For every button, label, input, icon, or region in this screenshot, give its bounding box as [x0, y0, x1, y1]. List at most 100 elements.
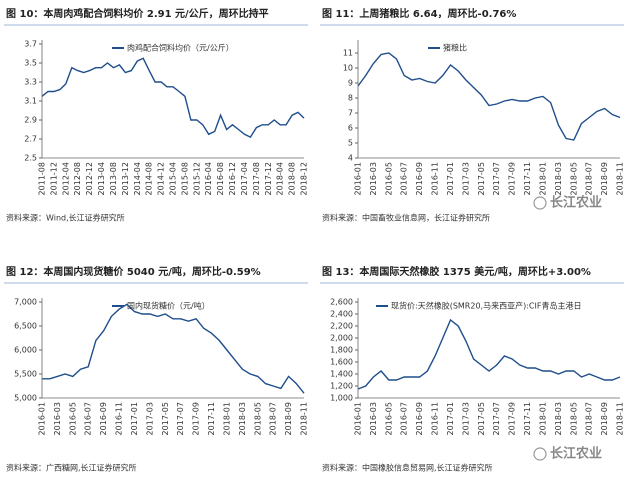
data-line [42, 303, 305, 394]
x-tick-label: 2017-03 [461, 402, 470, 435]
y-tick-label: 6,500 [14, 322, 37, 331]
legend-label: 现货价:天然橡胶(SMR20,马来西亚产):CIF青岛主港日 [391, 301, 581, 311]
x-tick-label: 2013-04 [97, 162, 106, 195]
chart-title: 图 12：本周国内现货糖价 5040 元/吨，周环比-0.59% [6, 265, 261, 278]
x-tick-label: 2016-05 [384, 402, 393, 435]
x-tick-label: 2018-01 [222, 402, 231, 435]
x-tick-label: 2018-03 [554, 402, 563, 435]
x-tick-label: 2018-05 [569, 402, 578, 435]
y-tick-label: 7 [348, 109, 353, 118]
x-tick-label: 2018-07 [585, 402, 594, 435]
y-tick-label: 1,800 [330, 346, 353, 355]
legend-label: 猪粮比 [443, 43, 467, 53]
y-tick-label: 1,400 [330, 370, 353, 379]
y-tick-label: 1,200 [330, 382, 353, 391]
x-tick-label: 2016-11 [115, 402, 124, 435]
x-tick-label: 2018-03 [554, 162, 563, 195]
chart-title: 图 11：上周猪粮比 6.64，周环比-0.76% [322, 7, 516, 20]
x-tick-label: 2016-05 [384, 162, 393, 195]
watermark: 长江农业 [550, 446, 602, 462]
x-tick-label: 2017-01 [446, 162, 455, 195]
x-tick-label: 2018-05 [253, 402, 262, 435]
y-tick-label: 10 [343, 64, 353, 73]
y-tick-label: 8 [348, 94, 353, 103]
x-tick-label: 2016-03 [369, 162, 378, 195]
x-tick-label: 2012-12 [85, 162, 94, 195]
source-note: 资料来源：Wind,长江证券研究所 [6, 213, 125, 223]
x-tick-label: 2015-04 [169, 162, 178, 195]
x-tick-label: 2018-09 [600, 162, 609, 195]
y-tick-label: 11 [343, 49, 353, 58]
x-tick-label: 2014-08 [145, 162, 154, 195]
x-tick-label: 2016-03 [369, 402, 378, 435]
y-tick-label: 6 [348, 124, 353, 133]
legend-label: 肉鸡配合饲料均价（元/公斤） [127, 43, 234, 53]
x-tick-label: 2016-01 [354, 162, 363, 195]
y-tick-label: 5,500 [14, 370, 37, 379]
x-tick-label: 2017-05 [477, 402, 486, 435]
x-tick-label: 2017-12 [264, 162, 273, 195]
y-tick-label: 3.5 [24, 59, 37, 68]
data-line [357, 318, 621, 390]
y-tick-label: 2,200 [330, 322, 353, 331]
y-tick-label: 2.9 [24, 116, 37, 125]
x-tick-label: 2016-09 [415, 402, 424, 435]
x-tick-label: 2016-05 [68, 402, 77, 435]
source-note: 资料来源：中国畜牧业信息网，长江证券研究所 [322, 213, 490, 223]
x-tick-label: 2017-03 [461, 162, 470, 195]
x-tick-label: 2017-09 [508, 162, 517, 195]
y-tick-label: 2,600 [330, 298, 353, 307]
x-tick-label: 2017-07 [492, 402, 501, 435]
source-note: 资料来源：中国橡胶信息贸易网,长江证券研究所 [322, 463, 493, 473]
y-tick-label: 7,000 [14, 298, 37, 307]
data-line [357, 52, 621, 141]
chart-title: 图 13：本周国际天然橡胶 1375 美元/吨，周环比+3.00% [322, 265, 591, 278]
x-tick-label: 2015-08 [180, 162, 189, 195]
x-tick-label: 2016-07 [84, 402, 93, 435]
x-tick-label: 2018-04 [276, 162, 285, 195]
x-tick-label: 2015-12 [192, 162, 201, 195]
x-tick-label: 2017-04 [240, 162, 249, 195]
y-tick-label: 3.3 [24, 78, 37, 87]
x-tick-label: 2017-07 [492, 162, 501, 195]
x-tick-label: 2018-08 [288, 162, 297, 195]
x-tick-label: 2016-01 [38, 402, 47, 435]
x-tick-label: 2017-09 [192, 402, 201, 435]
x-tick-label: 2017-05 [477, 162, 486, 195]
x-tick-label: 2011-08 [38, 162, 47, 195]
y-tick-label: 2.7 [24, 135, 37, 144]
x-tick-label: 2017-05 [161, 402, 170, 435]
data-line [41, 57, 305, 138]
x-tick-label: 2017-11 [523, 162, 532, 195]
x-tick-label: 2013-12 [121, 162, 130, 195]
x-tick-label: 2017-09 [508, 402, 517, 435]
x-tick-label: 2012-08 [73, 162, 82, 195]
y-tick-label: 2.5 [24, 154, 37, 163]
x-tick-label: 2018-07 [269, 402, 278, 435]
y-tick-label: 4 [348, 154, 353, 163]
source-note: 资料来源：广西糖网,长江证券研究所 [6, 463, 137, 473]
y-tick-label: 3.1 [24, 97, 37, 106]
y-tick-label: 5 [348, 139, 353, 148]
x-tick-label: 2016-04 [204, 162, 213, 195]
x-tick-label: 2012-04 [61, 162, 70, 195]
x-tick-label: 2016-08 [216, 162, 225, 195]
x-tick-label: 2017-07 [176, 402, 185, 435]
x-tick-label: 2016-09 [99, 402, 108, 435]
x-tick-label: 2017-08 [252, 162, 261, 195]
y-tick-label: 6,000 [14, 346, 37, 355]
x-tick-label: 2017-11 [523, 402, 532, 435]
x-tick-label: 2016-01 [354, 402, 363, 435]
watermark-icon [533, 447, 547, 461]
x-tick-label: 2016-09 [415, 162, 424, 195]
x-tick-label: 2017-11 [207, 402, 216, 435]
y-tick-label: 2,400 [330, 310, 353, 319]
watermark-icon [533, 196, 547, 210]
x-tick-label: 2018-11 [300, 402, 309, 435]
y-tick-label: 2,000 [330, 334, 353, 343]
x-tick-label: 2018-11 [616, 162, 625, 195]
legend-label: 国内现货糖价（元/吨） [127, 301, 210, 311]
x-tick-label: 2018-05 [569, 162, 578, 195]
x-tick-label: 2017-03 [145, 402, 154, 435]
